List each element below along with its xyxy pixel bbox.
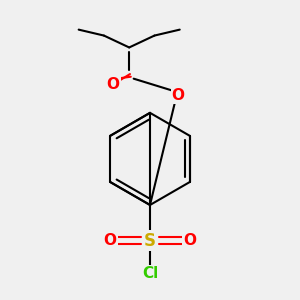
Text: O: O xyxy=(106,77,119,92)
Text: O: O xyxy=(103,233,116,248)
Text: O: O xyxy=(184,233,196,248)
Text: S: S xyxy=(144,232,156,250)
Text: Cl: Cl xyxy=(142,266,158,281)
Text: O: O xyxy=(172,88,185,103)
